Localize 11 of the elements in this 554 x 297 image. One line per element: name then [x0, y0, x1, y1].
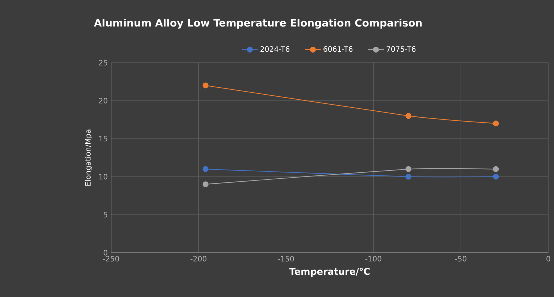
point	[202, 182, 209, 188]
point	[406, 174, 412, 180]
point	[406, 166, 412, 172]
point	[493, 166, 500, 172]
point	[493, 174, 500, 180]
point	[406, 113, 412, 120]
point	[202, 82, 209, 89]
point	[493, 120, 500, 127]
x-axis-title: Temperature/℃	[290, 268, 370, 277]
chart-title: Aluminum Alloy Low Temperature Elongation Comparison	[94, 19, 422, 29]
point	[202, 166, 209, 172]
